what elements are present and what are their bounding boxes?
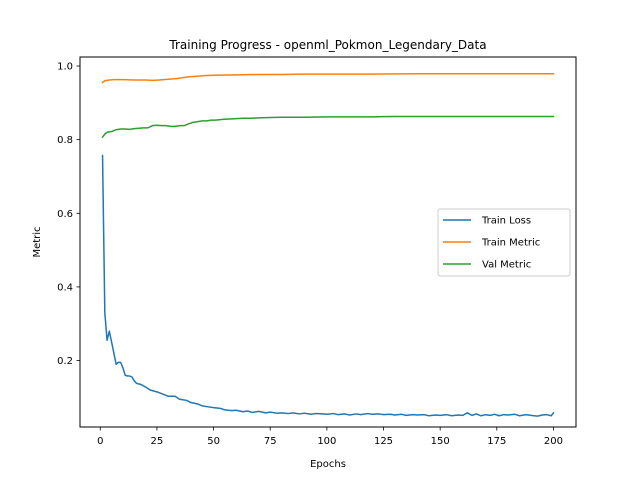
- x-axis-label: Epochs: [310, 459, 346, 470]
- x-tick-label: 175: [487, 436, 506, 447]
- legend-box: [437, 208, 571, 277]
- x-tick-label: 200: [544, 436, 563, 447]
- x-tick-label: 0: [97, 436, 103, 447]
- x-tick-label: 125: [374, 436, 393, 447]
- legend-label-1: Train Metric: [481, 238, 540, 249]
- y-tick-label: 0.6: [57, 209, 73, 220]
- x-tick-label: 150: [431, 436, 450, 447]
- x-axis: 0 25 50 75 100 125 150 175 200: [97, 427, 563, 447]
- series-layer: [101, 73, 555, 417]
- axes-frame: [79, 56, 577, 428]
- x-tick-label: 75: [264, 436, 277, 447]
- plot-area: [79, 56, 577, 428]
- x-tick-label: 100: [317, 436, 336, 447]
- series-line-2: [101, 115, 555, 139]
- series-line-1: [101, 73, 555, 84]
- x-tick-label: 25: [151, 436, 164, 447]
- legend-label-2: Val Metric: [482, 260, 531, 271]
- y-tick-label: 0.8: [57, 135, 73, 146]
- x-tick-label: 50: [207, 436, 220, 447]
- y-tick-label: 1.0: [57, 62, 73, 73]
- legend-items: Train Loss Train Metric Val Metric: [443, 216, 540, 271]
- y-axis: 0.2 0.4 0.6 0.8 1.0: [57, 62, 80, 367]
- legend-label-0: Train Loss: [481, 216, 531, 227]
- y-tick-label: 0.2: [57, 356, 73, 367]
- series-line-0: [101, 154, 555, 417]
- y-axis-label: Metric: [32, 226, 43, 257]
- legend: Train Loss Train Metric Val Metric: [437, 208, 571, 277]
- y-tick-label: 0.4: [57, 282, 73, 293]
- chart-title: Training Progress - openml_Pokmon_Legend…: [168, 38, 486, 52]
